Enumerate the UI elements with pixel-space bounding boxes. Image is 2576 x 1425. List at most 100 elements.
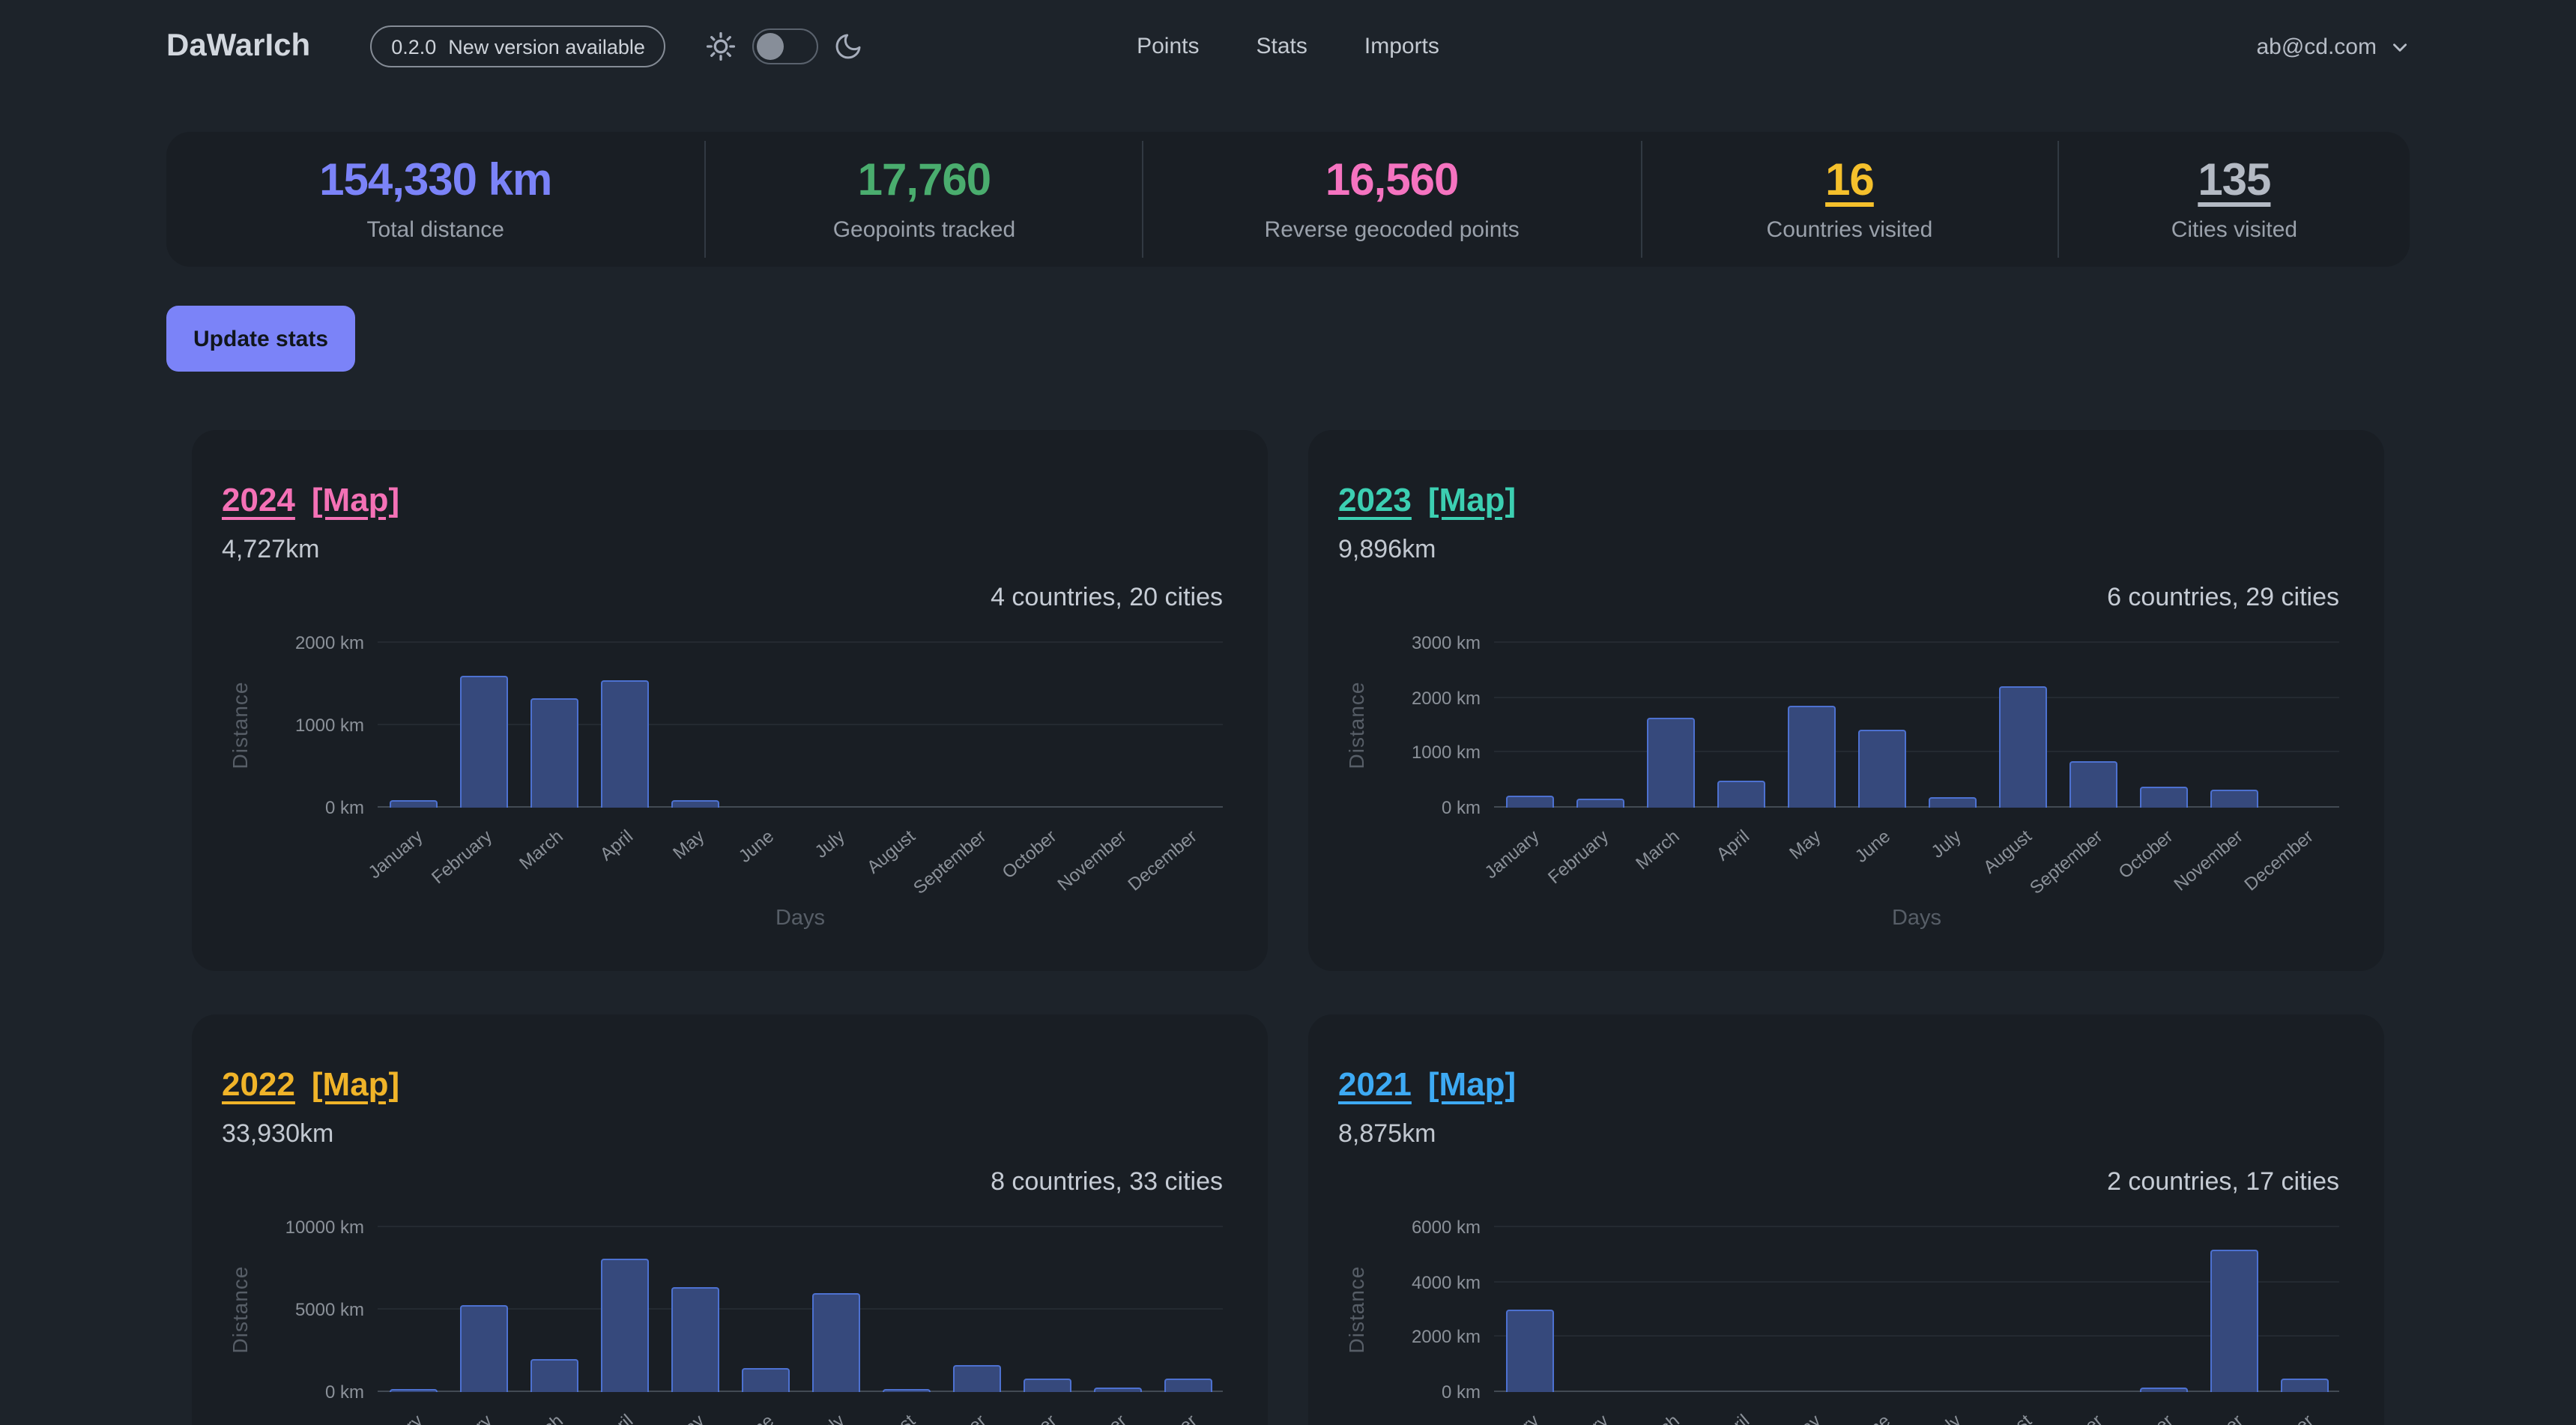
bar-january bbox=[1505, 796, 1553, 808]
x-tick-label: May bbox=[1785, 1410, 1824, 1425]
card-title-2023: 2023 [Map] bbox=[1338, 481, 1516, 520]
stat-label: Cities visited bbox=[2171, 217, 2298, 243]
year-link-2022[interactable]: 2022 bbox=[222, 1065, 295, 1103]
x-tick-label: February bbox=[428, 826, 497, 889]
nav-link-imports[interactable]: Imports bbox=[1364, 34, 1439, 59]
bar-april bbox=[600, 680, 648, 808]
bar-slot-february bbox=[448, 1227, 518, 1392]
year-distance-2023: 9,896km bbox=[1338, 535, 1436, 563]
stat-label: Countries visited bbox=[1766, 217, 1933, 243]
gridline bbox=[378, 641, 1223, 643]
year-card-2023: 2023 [Map] 9,896km 6 countries, 29 cities 0 … bbox=[1308, 430, 2384, 971]
bar-slot-april bbox=[589, 643, 659, 808]
year-link-2023[interactable]: 2023 bbox=[1338, 481, 1412, 518]
x-tick-label: June bbox=[1851, 1410, 1895, 1425]
stat-value[interactable]: 16 bbox=[1825, 156, 1875, 205]
bar-slot-april bbox=[589, 1227, 659, 1392]
stat-value: 16,560 bbox=[1325, 156, 1460, 205]
bar-january bbox=[389, 800, 437, 808]
bar-november bbox=[2210, 789, 2258, 808]
stat-countries-visited: 16 Countries visited bbox=[1640, 141, 2058, 258]
card-title-2021: 2021 [Map] bbox=[1338, 1065, 1516, 1104]
nav-link-stats[interactable]: Stats bbox=[1256, 34, 1307, 59]
gridline bbox=[1494, 1335, 2339, 1337]
bar-slot-august bbox=[871, 1227, 941, 1392]
y-tick-label: 1000 km bbox=[294, 715, 364, 736]
x-tick-label: September bbox=[909, 826, 990, 898]
user-menu[interactable]: ab@cd.com bbox=[2256, 34, 2410, 59]
x-axis-line bbox=[378, 806, 1223, 808]
map-link-2021[interactable]: [Map] bbox=[1427, 1065, 1517, 1103]
y-tick-label: 6000 km bbox=[1411, 1217, 1481, 1238]
bar-slot-february bbox=[448, 643, 518, 808]
bar-june bbox=[1857, 730, 1905, 808]
y-axis-title: Distance bbox=[228, 681, 252, 769]
bar-slot-september bbox=[2058, 643, 2128, 808]
app-logo[interactable]: DaWarIch bbox=[166, 28, 311, 63]
x-tick-label: February bbox=[1544, 1410, 1613, 1425]
x-tick-label: October bbox=[997, 826, 1060, 883]
x-tick-label: April bbox=[1713, 1410, 1754, 1425]
map-link-2023[interactable]: [Map] bbox=[1427, 481, 1517, 518]
bar-slot-september bbox=[941, 643, 1012, 808]
x-tick-label: January bbox=[1481, 1410, 1543, 1425]
stat-reverse-geocoded-points: 16,560 Reverse geocoded points bbox=[1142, 141, 1640, 258]
bar-slot-november bbox=[2198, 1227, 2269, 1392]
bar-may bbox=[671, 800, 719, 808]
bar-slot-june bbox=[730, 1227, 800, 1392]
x-tick-label: December bbox=[1124, 1410, 1201, 1425]
chevron-down-icon bbox=[2390, 37, 2410, 56]
stat-value: 17,760 bbox=[857, 156, 992, 205]
x-tick-label: March bbox=[1632, 1410, 1684, 1425]
year-link-2024[interactable]: 2024 bbox=[222, 481, 295, 518]
theme-toggle[interactable] bbox=[752, 28, 819, 64]
bar-slot-march bbox=[518, 643, 589, 808]
gridline bbox=[1494, 1226, 2339, 1227]
bar-slot-september bbox=[941, 1227, 1012, 1392]
bar-slot-december bbox=[1152, 643, 1223, 808]
x-tick-label: August bbox=[1979, 826, 2036, 878]
x-tick-label: March bbox=[1631, 826, 1684, 874]
bar-slot-september bbox=[2058, 1227, 2128, 1392]
bar-slot-april bbox=[1705, 643, 1776, 808]
bar-july bbox=[811, 1293, 859, 1392]
version-badge[interactable]: 0.2.0 New version available bbox=[370, 25, 666, 67]
map-link-2022[interactable]: [Map] bbox=[311, 1065, 400, 1103]
stat-cities-visited: 135 Cities visited bbox=[2057, 141, 2410, 258]
y-tick-label: 2000 km bbox=[1411, 1326, 1481, 1348]
y-tick-label: 10000 km bbox=[285, 1217, 364, 1238]
bar-slot-august bbox=[1987, 1227, 2058, 1392]
y-tick-label: 0 km bbox=[324, 797, 364, 818]
x-tick-label: July bbox=[811, 1410, 849, 1425]
bar-october bbox=[1023, 1378, 1071, 1392]
x-tick-label: July bbox=[1927, 1410, 1965, 1425]
x-tick-label: September bbox=[2025, 826, 2106, 898]
x-tick-label: August bbox=[862, 826, 919, 878]
stat-value[interactable]: 135 bbox=[2198, 156, 2271, 205]
bar-december bbox=[2280, 1378, 2328, 1392]
year-link-2021[interactable]: 2021 bbox=[1338, 1065, 1412, 1103]
y-tick-label: 2000 km bbox=[1411, 687, 1481, 709]
update-stats-button[interactable]: Update stats bbox=[166, 306, 356, 372]
bar-september bbox=[2069, 761, 2117, 808]
gridline bbox=[378, 1226, 1223, 1227]
y-tick-label: 1000 km bbox=[1411, 742, 1481, 763]
x-tick-label: September bbox=[2025, 1410, 2106, 1425]
bar-slot-january bbox=[1494, 643, 1564, 808]
y-tick-label: 0 km bbox=[1441, 797, 1481, 818]
x-tick-label: August bbox=[1980, 1410, 2036, 1425]
bar-slot-may bbox=[1776, 1227, 1846, 1392]
y-axis-title: Distance bbox=[228, 1265, 252, 1354]
bar-slot-march bbox=[1635, 643, 1705, 808]
x-axis-line bbox=[1494, 1391, 2339, 1392]
chart-plot-2024: 0 km 1000 km 2000 km January February March Ap… bbox=[228, 632, 1223, 898]
x-tick-label: November bbox=[1053, 1410, 1131, 1425]
map-link-2024[interactable]: [Map] bbox=[311, 481, 400, 518]
bar-slot-december bbox=[2269, 1227, 2339, 1392]
year-summary-2024: 4 countries, 20 cities bbox=[991, 583, 1223, 611]
nav-link-points[interactable]: Points bbox=[1137, 34, 1200, 59]
gridline bbox=[1494, 751, 2339, 753]
bar-slot-may bbox=[659, 643, 730, 808]
